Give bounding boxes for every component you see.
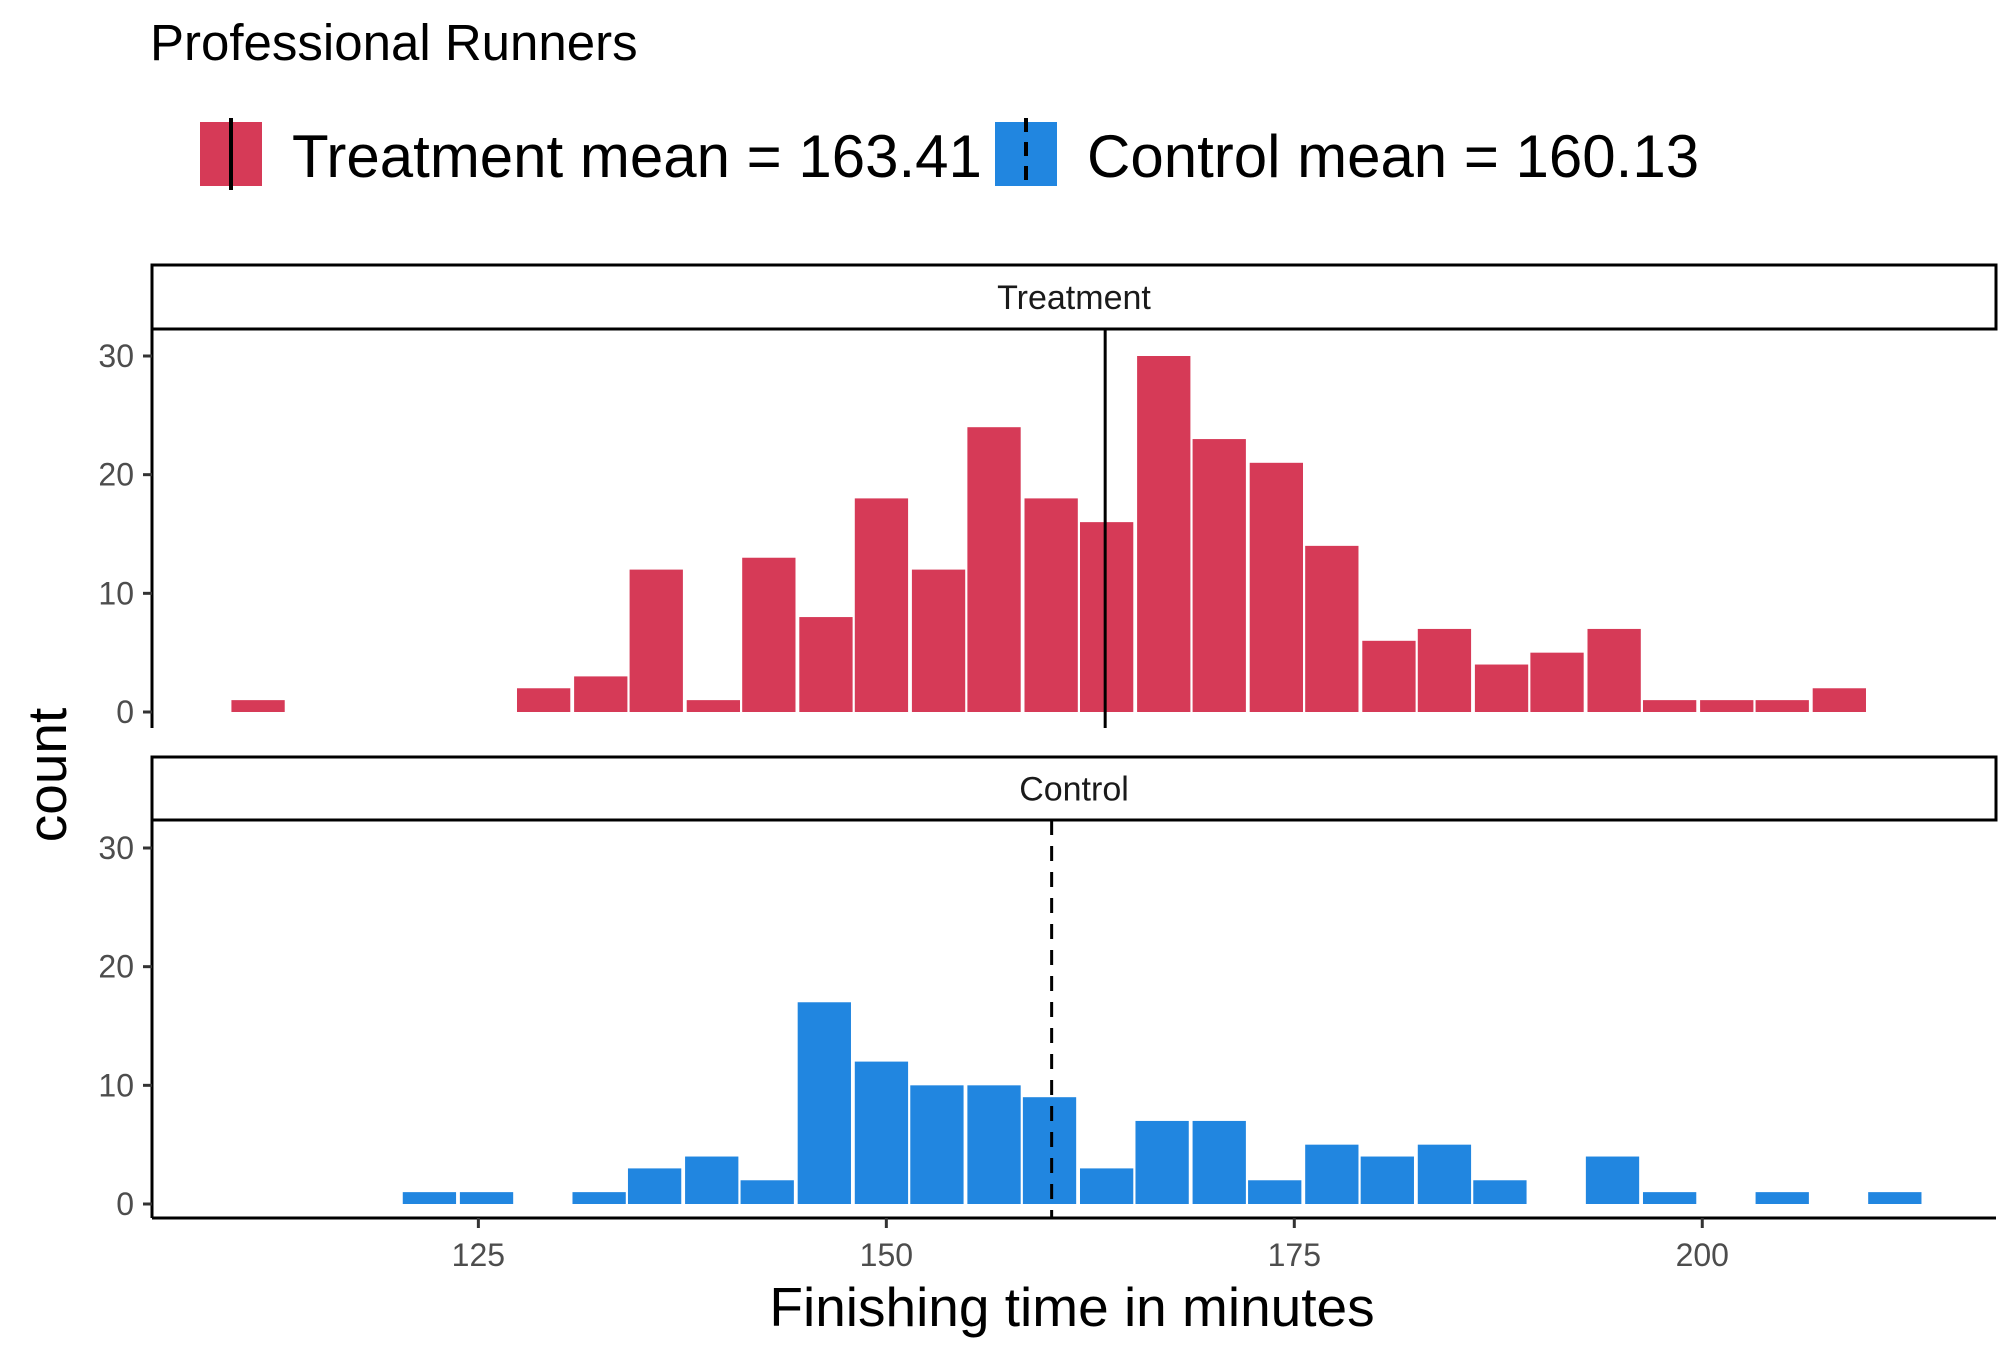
bar-0-17 — [1417, 628, 1472, 712]
legend-item-0: Treatment mean = 163.41 — [200, 118, 982, 190]
y-tick-label-0-0: 0 — [116, 694, 134, 730]
bar-0-1 — [516, 688, 571, 712]
bar-1-6 — [797, 1002, 851, 1204]
bar-1-1 — [459, 1192, 514, 1204]
bar-0-6 — [799, 617, 853, 712]
x-tick-label-3: 200 — [1676, 1237, 1729, 1273]
bar-1-10 — [1022, 1097, 1077, 1204]
bar-1-14 — [1248, 1180, 1302, 1204]
bar-0-8 — [911, 569, 966, 712]
bar-0-16 — [1362, 640, 1416, 712]
bar-1-12 — [1135, 1120, 1189, 1204]
x-axis-title: Finishing time in minutes — [769, 1276, 1374, 1338]
bar-0-23 — [1755, 700, 1809, 712]
bar-1-19 — [1585, 1156, 1640, 1204]
y-tick-label-0-3: 30 — [98, 338, 134, 374]
bar-0-13 — [1192, 439, 1246, 712]
panels: Treatment 0 10 20 30 Control 0 10 20 30 125 150 175 2… — [98, 263, 1998, 1273]
bar-1-20 — [1642, 1192, 1697, 1204]
bar-0-24 — [1812, 688, 1866, 712]
panel-control: Control 0 10 20 30 125 150 175 200 — [98, 755, 1998, 1273]
bar-1-5 — [740, 1180, 794, 1204]
bar-0-20 — [1587, 628, 1641, 712]
bar-1-13 — [1192, 1120, 1246, 1204]
bar-1-16 — [1360, 1156, 1414, 1204]
bar-1-0 — [402, 1192, 457, 1204]
legend-item-1: Control mean = 160.13 — [995, 118, 1699, 190]
bar-0-19 — [1530, 652, 1584, 712]
bar-1-3 — [627, 1168, 682, 1204]
bar-1-2 — [572, 1192, 626, 1204]
chart-title: Professional Runners — [150, 14, 638, 71]
bar-1-11 — [1079, 1168, 1134, 1204]
bar-0-9 — [967, 427, 1021, 712]
bar-0-0 — [231, 700, 285, 712]
bar-0-2 — [574, 676, 628, 712]
legend-label-0: Treatment mean = 163.41 — [292, 123, 982, 190]
legend: Treatment mean = 163.41 Control mean = 16… — [200, 118, 1699, 190]
y-tick-label-1-0: 0 — [116, 1186, 134, 1222]
y-tick-label-0-2: 20 — [98, 457, 134, 493]
panel-treatment: Treatment 0 10 20 30 — [98, 263, 1998, 730]
x-tick-label-2: 175 — [1268, 1237, 1321, 1273]
y-tick-label-1-2: 20 — [98, 949, 134, 985]
bar-0-15 — [1305, 545, 1359, 712]
strip-header-1 — [150, 755, 1998, 822]
bar-0-4 — [686, 700, 741, 712]
strip-label-0: Treatment — [997, 279, 1151, 317]
bar-1-8 — [910, 1085, 964, 1204]
bar-0-7 — [854, 498, 909, 712]
y-tick-label-0-1: 10 — [98, 575, 134, 611]
legend-label-1: Control mean = 160.13 — [1087, 123, 1699, 190]
x-tick-label-0: 125 — [452, 1237, 505, 1273]
y-axis-title: count — [16, 708, 78, 843]
bar-0-14 — [1249, 462, 1303, 712]
bar-0-10 — [1024, 498, 1078, 712]
bar-0-22 — [1700, 700, 1754, 712]
bar-1-22 — [1868, 1192, 1922, 1204]
y-tick-label-1-1: 10 — [98, 1067, 134, 1103]
bar-1-7 — [854, 1061, 909, 1204]
bar-1-18 — [1473, 1180, 1527, 1204]
bar-1-4 — [685, 1156, 739, 1204]
bar-0-3 — [629, 569, 683, 712]
bar-0-12 — [1137, 356, 1191, 712]
bar-0-21 — [1642, 700, 1697, 712]
x-tick-label-1: 150 — [860, 1237, 913, 1273]
bar-1-15 — [1305, 1144, 1359, 1204]
bar-1-9 — [967, 1085, 1021, 1204]
bar-1-21 — [1755, 1192, 1809, 1204]
bar-0-18 — [1474, 664, 1529, 712]
bar-1-17 — [1417, 1144, 1472, 1204]
strip-header-0 — [150, 263, 1998, 331]
bar-0-5 — [742, 557, 796, 712]
strip-label-1: Control — [1019, 771, 1129, 809]
y-tick-label-1-3: 30 — [98, 830, 134, 866]
